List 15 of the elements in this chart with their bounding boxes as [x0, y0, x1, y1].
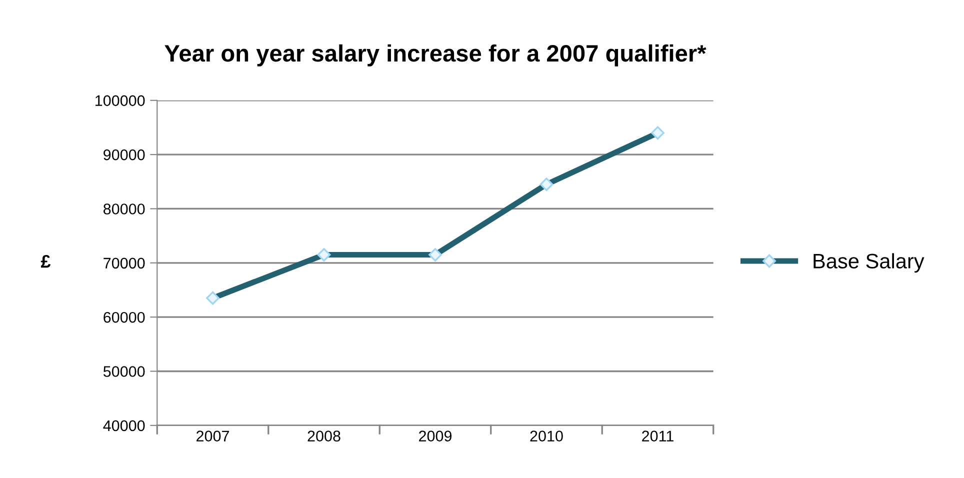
y-tick-label: 100000: [96, 95, 145, 106]
x-tick-label: 2009: [419, 430, 452, 442]
y-tick-label: 40000: [103, 420, 145, 432]
y-axis-title: £: [40, 254, 51, 268]
y-tick-label: 80000: [104, 204, 145, 214]
x-tick-label: 2011: [642, 430, 674, 442]
y-tick-label: 70000: [104, 258, 145, 269]
chart-title: Year on year salary increase for a 2007 qualifier*: [164, 44, 706, 66]
y-tick-label: 50000: [103, 366, 145, 377]
y-tick-label: 60000: [104, 312, 145, 323]
x-tick-label: 2010: [530, 430, 563, 442]
x-tick-label: 2008: [308, 430, 340, 442]
x-tick-label: 2007: [196, 430, 229, 442]
y-tick-label: 90000: [104, 149, 145, 160]
legend-label: Base Salary: [814, 253, 924, 273]
